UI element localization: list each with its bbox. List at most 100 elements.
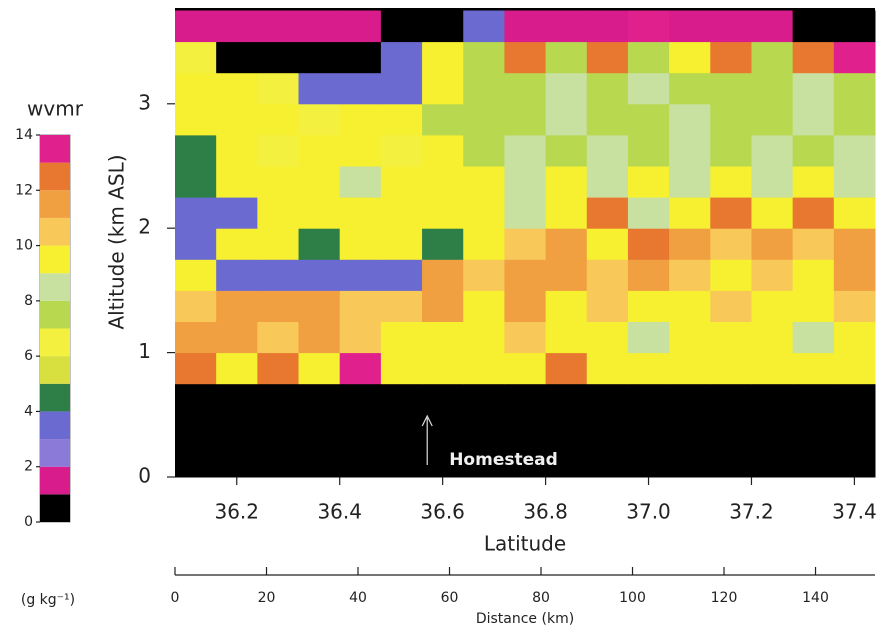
heatmap-cell: [216, 352, 258, 385]
heatmap-cell: [339, 72, 382, 105]
colorbar-swatch: [40, 494, 70, 522]
heatmap-cell: [545, 41, 588, 74]
heatmap-cell: [298, 414, 341, 447]
y-tick-label: 1: [138, 339, 151, 363]
heatmap-cell: [216, 228, 258, 260]
heatmap-cell: [669, 197, 711, 229]
heatmap-cell: [463, 352, 505, 385]
heatmap-cell: [710, 165, 752, 198]
heatmap-cell: [586, 72, 629, 105]
heatmap-cell: [175, 352, 217, 385]
heatmap-cell: [833, 72, 876, 105]
heatmap-cell: [669, 41, 711, 74]
heatmap-cell: [257, 414, 300, 447]
heatmap-cell: [175, 259, 217, 291]
heatmap-cell: [504, 103, 547, 136]
heatmap-cell: [380, 72, 423, 105]
y-tick-label: 0: [138, 464, 151, 488]
heatmap-cell: [298, 321, 341, 354]
heatmap-cell: [627, 228, 670, 260]
heatmap-cell: [463, 414, 505, 447]
heatmap-cell: [422, 352, 464, 385]
heatmap-cell: [216, 41, 258, 74]
heatmap-cell: [792, 383, 835, 416]
heatmap-cell: [463, 290, 505, 322]
heatmap-cell: [463, 259, 505, 291]
heatmap-cell: [257, 197, 300, 229]
heatmap-cell: [339, 383, 382, 416]
heatmap-cell: [339, 197, 382, 229]
colorbar-tick-label: 8: [24, 293, 33, 309]
heatmap-cell: [545, 445, 588, 478]
heatmap-cell: [627, 10, 670, 43]
heatmap-cell: [627, 72, 670, 105]
heatmap-cell: [710, 321, 752, 354]
heatmap-cell: [669, 228, 711, 260]
heatmap-cell: [257, 445, 300, 478]
heatmap-cell: [257, 259, 300, 291]
heatmap-cell: [175, 290, 217, 322]
x-tick-label: 37.0: [626, 500, 671, 524]
heatmap-cell: [792, 259, 835, 291]
colorbar-swatch: [40, 300, 70, 329]
heatmap-cell: [833, 165, 876, 198]
heatmap-cell: [504, 259, 547, 291]
heatmap-cell: [792, 197, 835, 229]
heatmap-cell: [422, 228, 464, 260]
heatmap-cell: [504, 290, 547, 322]
heatmap-cell: [792, 41, 835, 74]
heatmap-cell: [298, 72, 341, 105]
colorbar-tick-label: 2: [24, 459, 33, 475]
heatmap-cell: [380, 352, 423, 385]
heatmap-cell: [545, 321, 588, 354]
heatmap-cell: [627, 290, 670, 322]
heatmap-cell: [175, 197, 217, 229]
heatmap-cell: [339, 445, 382, 478]
heatmap-cell: [380, 445, 423, 478]
colorbar-swatch: [40, 217, 70, 246]
colorbar-unit: (g kg⁻¹): [21, 592, 75, 608]
heatmap-cell: [792, 10, 835, 43]
y-tick-label: 2: [138, 215, 151, 239]
heatmap-cell: [380, 321, 423, 354]
heatmap-cell: [380, 103, 423, 136]
heatmap-cell: [586, 134, 629, 167]
y-axis-title: Altitude (km ASL): [105, 154, 129, 329]
heatmap-cell: [422, 103, 464, 136]
heatmap-cell: [257, 352, 300, 385]
x2-tick-label: 140: [802, 590, 829, 606]
x-axis-title: Latitude: [484, 532, 566, 556]
heatmap-cell: [669, 352, 711, 385]
heatmap-cell: [710, 197, 752, 229]
heatmap-cell: [792, 414, 835, 447]
heatmap-cell: [504, 414, 547, 447]
y-tick-label: 3: [138, 90, 151, 114]
heatmap-cell: [751, 103, 794, 136]
heatmap-cell: [257, 228, 300, 260]
heatmap-cell: [792, 165, 835, 198]
heatmap-cell: [298, 445, 341, 478]
heatmap-cell: [339, 228, 382, 260]
heatmap-cell: [586, 414, 629, 447]
heatmap-cell: [175, 72, 217, 105]
x2-tick-label: 40: [349, 590, 367, 606]
heatmap-cell: [216, 383, 258, 416]
heatmap-cell: [669, 165, 711, 198]
heatmap-cell: [545, 10, 588, 43]
colorbar-tick-label: 10: [15, 238, 33, 254]
heatmap-cell: [545, 290, 588, 322]
heatmap-cell: [380, 41, 423, 74]
heatmap-cell: [669, 259, 711, 291]
heatmap-cell: [710, 445, 752, 478]
heatmap-cell: [751, 10, 794, 43]
heatmap-cell: [175, 103, 217, 136]
heatmap-cell: [627, 41, 670, 74]
heatmap-cell: [298, 197, 341, 229]
heatmap-cell: [627, 445, 670, 478]
heatmap-cell: [586, 10, 629, 43]
heatmap-cell: [175, 445, 217, 478]
heatmap-cell: [463, 445, 505, 478]
colorbar-swatch: [40, 190, 70, 218]
heatmap-cell: [504, 72, 547, 105]
heatmap: [175, 10, 876, 478]
